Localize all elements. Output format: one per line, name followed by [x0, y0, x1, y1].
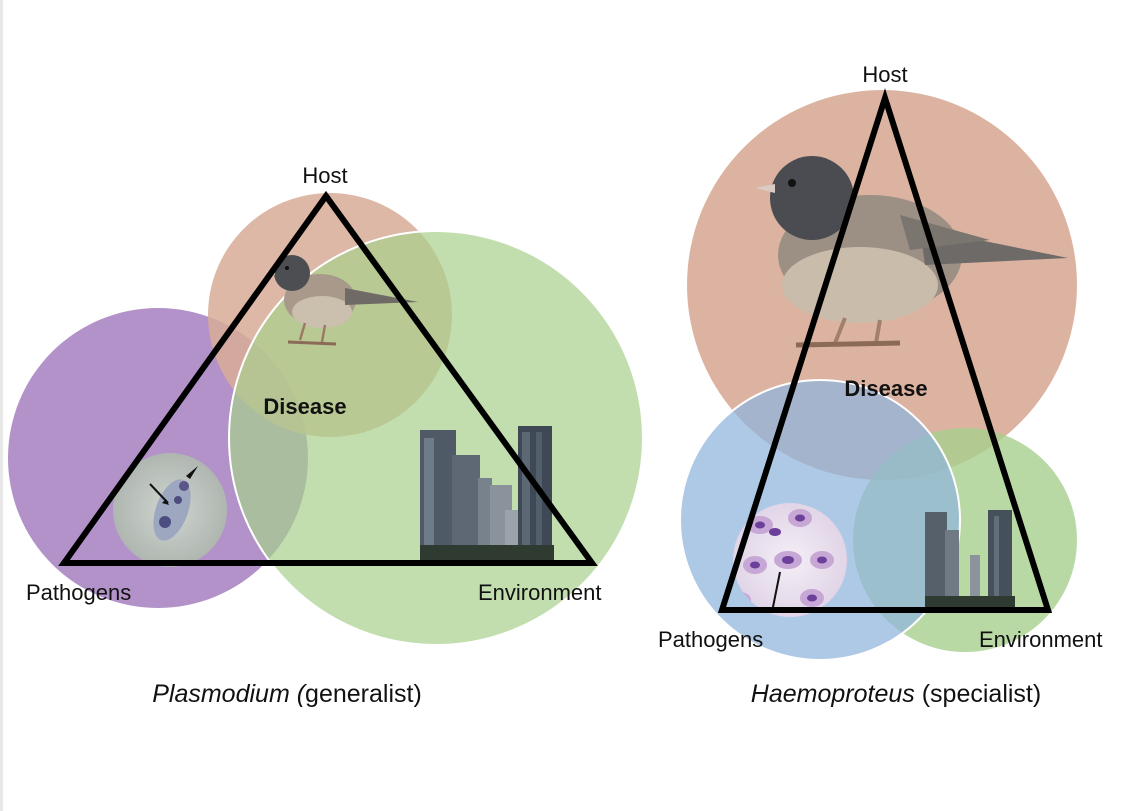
- haemoproteus-micrograph-icon: [733, 503, 847, 617]
- disease-label: Disease: [263, 394, 346, 419]
- plasmodium-panel: Host Disease Pathogens Environment Plasm…: [8, 163, 644, 708]
- left-edge-divider: [0, 0, 3, 811]
- disease-label: Disease: [844, 376, 927, 401]
- caption-genus: Plasmodium (: [152, 680, 307, 708]
- junco-bird-icon: [266, 255, 418, 346]
- host-label: Host: [302, 163, 347, 188]
- haemoproteus-panel: Host Disease Pathogens Environment Haemo…: [658, 62, 1103, 708]
- caption-role: (specialist): [915, 680, 1041, 708]
- host-label: Host: [862, 62, 907, 87]
- plasmodium-caption: Plasmodium (generalist): [152, 680, 422, 708]
- haemoproteus-caption: Haemoproteus (specialist): [751, 680, 1041, 708]
- city-skyline-icon: [925, 510, 1015, 610]
- environment-label: Environment: [979, 627, 1103, 652]
- caption-role: generalist): [305, 680, 422, 708]
- pathogens-label: Pathogens: [26, 580, 131, 605]
- pathogens-label: Pathogens: [658, 627, 763, 652]
- environment-label: Environment: [478, 580, 602, 605]
- city-skyline-icon: [420, 426, 554, 562]
- plasmodium-micrograph-icon: [113, 453, 227, 567]
- disease-triangle: [58, 190, 598, 566]
- disease-triangle: [717, 88, 1053, 613]
- caption-genus: Haemoproteus: [751, 680, 915, 708]
